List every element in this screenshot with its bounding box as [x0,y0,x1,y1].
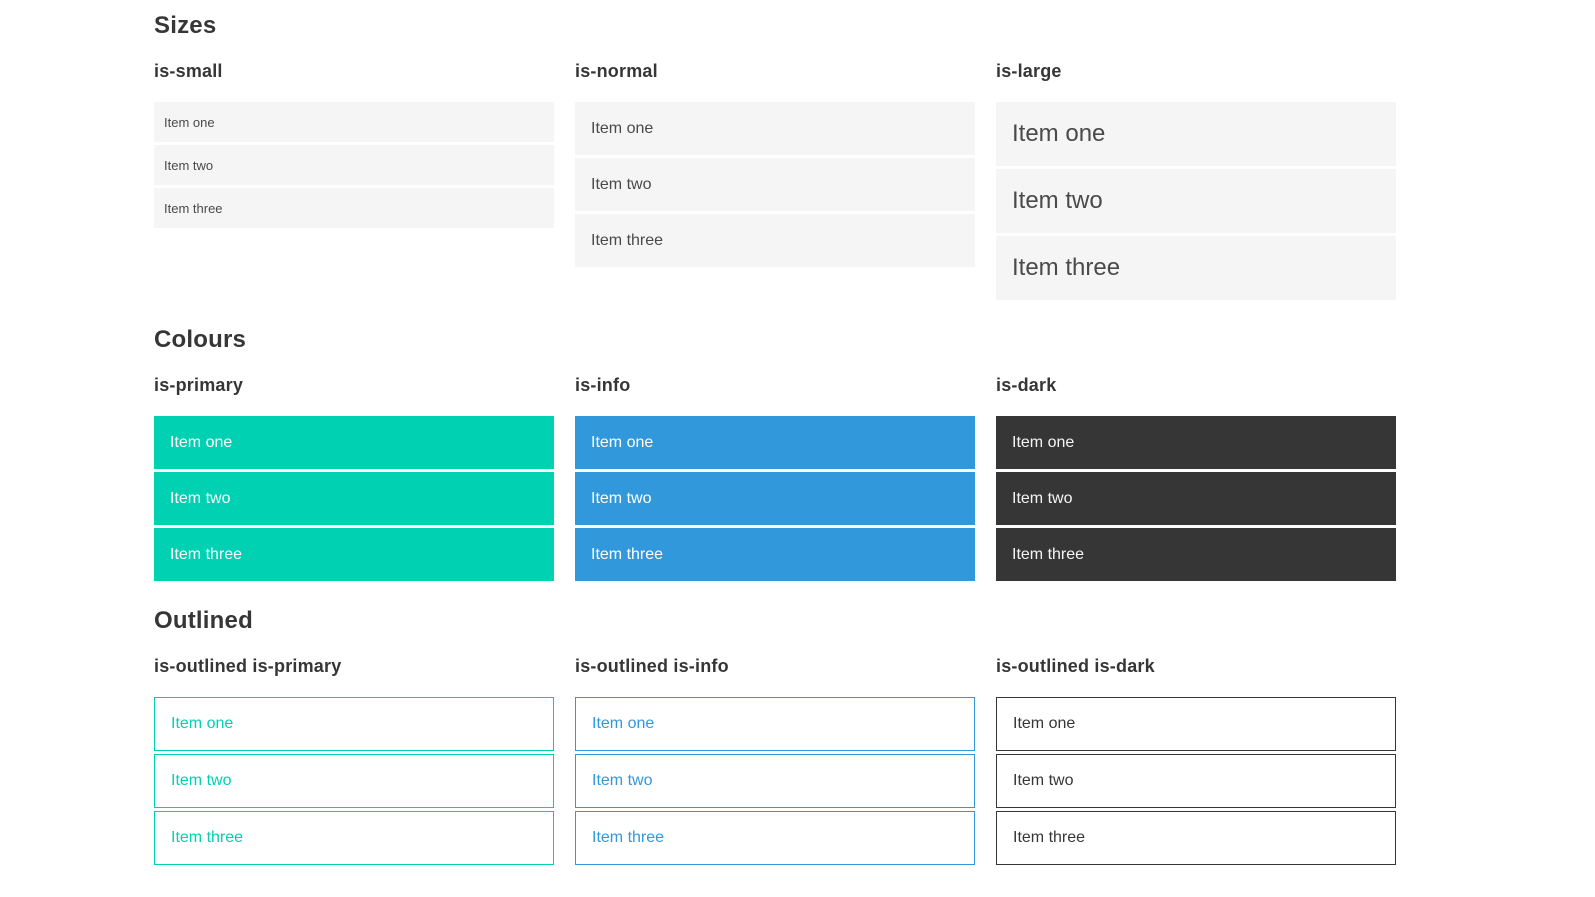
colours-groups: is-primary Item one Item two Item three … [154,376,1396,584]
group-label-is-large: is-large [996,61,1062,81]
list-item[interactable]: Item three [154,528,554,581]
list-large: Item one Item two Item three [996,102,1396,300]
list-item[interactable]: Item two [996,472,1396,525]
list-dark: Item one Item two Item three [996,416,1396,581]
list-normal: Item one Item two Item three [575,102,975,267]
list-item[interactable]: Item one [996,697,1396,751]
group-label-is-small: is-small [154,61,223,81]
section-sizes: Sizes is-small Item one Item two Item th… [154,14,1396,303]
list-item[interactable]: Item one [154,102,554,142]
group-label-outlined-info: is-outlined is-info [575,656,729,676]
list-item[interactable]: Item three [575,214,975,267]
section-outlined: Outlined is-outlined is-primary Item one… [154,609,1396,868]
group-is-dark: is-dark Item one Item two Item three [996,376,1396,584]
list-info: Item one Item two Item three [575,416,975,581]
list-item[interactable]: Item two [575,472,975,525]
component-demo-page: Sizes is-small Item one Item two Item th… [154,14,1396,868]
group-outlined-primary: is-outlined is-primary Item one Item two… [154,657,554,868]
group-is-normal: is-normal Item one Item two Item three [575,62,975,303]
list-outlined-primary: Item one Item two Item three [154,697,554,865]
list-item[interactable]: Item two [575,158,975,211]
list-item[interactable]: Item one [575,416,975,469]
group-is-small: is-small Item one Item two Item three [154,62,554,303]
list-item[interactable]: Item one [154,416,554,469]
list-item[interactable]: Item three [575,811,975,865]
list-item[interactable]: Item one [575,697,975,751]
group-label-is-primary: is-primary [154,375,244,395]
list-item[interactable]: Item two [996,169,1396,233]
group-label-outlined-dark: is-outlined is-dark [996,656,1155,676]
list-item[interactable]: Item two [154,754,554,808]
group-label-is-info: is-info [575,375,631,395]
list-small: Item one Item two Item three [154,102,554,228]
list-item[interactable]: Item three [575,528,975,581]
outlined-groups: is-outlined is-primary Item one Item two… [154,657,1396,868]
group-is-info: is-info Item one Item two Item three [575,376,975,584]
section-title-outlined: Outlined [154,607,253,634]
list-item[interactable]: Item two [154,472,554,525]
section-colours: Colours is-primary Item one Item two Ite… [154,328,1396,584]
list-item[interactable]: Item two [575,754,975,808]
list-item[interactable]: Item three [996,236,1396,300]
group-label-is-dark: is-dark [996,375,1057,395]
section-title-sizes: Sizes [154,12,217,39]
group-label-is-normal: is-normal [575,61,658,81]
group-is-primary: is-primary Item one Item two Item three [154,376,554,584]
section-title-colours: Colours [154,326,247,353]
list-item[interactable]: Item three [996,811,1396,865]
list-item[interactable]: Item one [575,102,975,155]
group-label-outlined-primary: is-outlined is-primary [154,656,342,676]
list-item[interactable]: Item three [154,188,554,228]
list-item[interactable]: Item three [154,811,554,865]
list-item[interactable]: Item two [154,145,554,185]
list-outlined-dark: Item one Item two Item three [996,697,1396,865]
group-outlined-info: is-outlined is-info Item one Item two It… [575,657,975,868]
list-item[interactable]: Item one [154,697,554,751]
list-item[interactable]: Item one [996,416,1396,469]
group-is-large: is-large Item one Item two Item three [996,62,1396,303]
list-outlined-info: Item one Item two Item three [575,697,975,865]
list-item[interactable]: Item two [996,754,1396,808]
sizes-groups: is-small Item one Item two Item three is… [154,62,1396,303]
list-primary: Item one Item two Item three [154,416,554,581]
list-item[interactable]: Item one [996,102,1396,166]
group-outlined-dark: is-outlined is-dark Item one Item two It… [996,657,1396,868]
list-item[interactable]: Item three [996,528,1396,581]
